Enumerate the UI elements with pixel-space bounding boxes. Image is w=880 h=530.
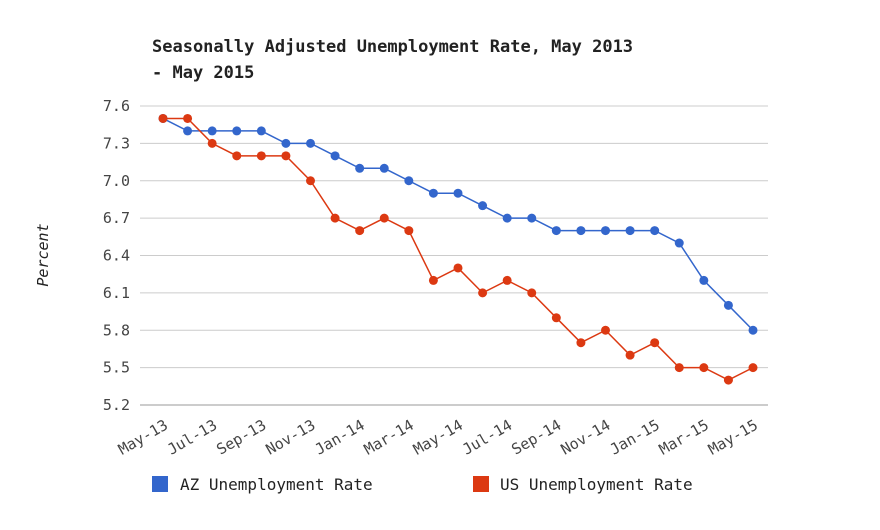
data-point-az bbox=[256, 126, 266, 136]
data-point-us bbox=[478, 288, 488, 298]
x-tick-label: May-14 bbox=[410, 416, 466, 459]
y-tick-label: 7.3 bbox=[103, 134, 130, 152]
x-tick-label: May-15 bbox=[705, 416, 761, 459]
data-point-az bbox=[699, 275, 709, 285]
data-point-az bbox=[551, 226, 561, 236]
data-point-az bbox=[207, 126, 217, 136]
data-point-az bbox=[601, 226, 610, 236]
x-tick-label: Mar-15 bbox=[656, 416, 712, 459]
data-point-az bbox=[478, 201, 488, 211]
data-point-us bbox=[748, 363, 758, 373]
data-point-us bbox=[650, 338, 660, 348]
data-point-az bbox=[330, 151, 340, 161]
x-tick-label: Jul-13 bbox=[164, 416, 220, 459]
legend-swatch-az bbox=[152, 476, 168, 492]
data-point-us bbox=[207, 138, 217, 148]
y-tick-label: 5.5 bbox=[103, 359, 130, 377]
legend-label-az: AZ Unemployment Rate bbox=[180, 475, 373, 494]
data-point-az bbox=[502, 213, 512, 223]
data-point-us bbox=[699, 363, 709, 373]
data-point-us bbox=[330, 213, 340, 223]
y-tick-label: 7.6 bbox=[103, 97, 130, 115]
data-point-az bbox=[674, 238, 684, 248]
x-tick-labels: May-13Jul-13Sep-13Nov-13Jan-14Mar-14May-… bbox=[115, 416, 761, 459]
data-point-az bbox=[183, 126, 193, 136]
series-line-us bbox=[163, 117, 754, 381]
data-point-az bbox=[650, 226, 660, 236]
data-point-az bbox=[453, 188, 463, 198]
gridlines bbox=[140, 105, 768, 406]
data-point-us bbox=[232, 151, 242, 161]
data-point-us bbox=[256, 151, 266, 161]
data-point-us bbox=[723, 375, 733, 385]
x-tick-label: May-13 bbox=[115, 416, 171, 459]
data-point-az bbox=[428, 188, 438, 198]
data-point-az bbox=[379, 163, 389, 173]
x-tick-label: Nov-13 bbox=[263, 416, 319, 459]
data-point-us bbox=[428, 275, 438, 285]
x-tick-label: Nov-14 bbox=[558, 416, 614, 459]
y-tick-labels: 7.6 7.3 7.0 6.7 6.4 6.1 5.8 5.5 5.2 bbox=[103, 97, 130, 414]
legend-swatch-us bbox=[473, 476, 489, 492]
x-tick-label: Jul-14 bbox=[459, 416, 515, 459]
data-point-az bbox=[355, 163, 365, 173]
data-point-us bbox=[158, 113, 168, 123]
data-point-us bbox=[404, 226, 414, 236]
y-tick-label: 6.7 bbox=[103, 209, 130, 227]
data-point-az bbox=[306, 138, 315, 148]
x-tick-label: Jan-14 bbox=[312, 416, 368, 459]
data-point-us bbox=[379, 213, 389, 223]
y-tick-label: 6.4 bbox=[103, 247, 130, 265]
data-point-az bbox=[576, 226, 586, 236]
data-point-az bbox=[625, 226, 635, 236]
chart-title-line1: Seasonally Adjusted Unemployment Rate, M… bbox=[152, 37, 633, 57]
y-tick-label: 5.2 bbox=[103, 396, 130, 414]
data-point-az bbox=[281, 138, 291, 148]
data-point-us bbox=[306, 176, 315, 186]
data-point-us bbox=[576, 338, 586, 348]
chart-title-line2: - May 2015 bbox=[152, 63, 254, 83]
y-tick-label: 5.8 bbox=[103, 321, 130, 339]
data-point-us bbox=[625, 350, 635, 360]
series-lines bbox=[158, 113, 758, 385]
y-axis-label: Percent bbox=[34, 223, 52, 286]
data-point-az bbox=[232, 126, 242, 136]
data-point-az bbox=[723, 300, 733, 310]
y-tick-label: 7.0 bbox=[103, 172, 130, 190]
data-point-us bbox=[183, 113, 193, 123]
data-point-us bbox=[502, 275, 512, 285]
data-point-az bbox=[527, 213, 537, 223]
data-point-us bbox=[674, 363, 684, 373]
data-point-us bbox=[527, 288, 537, 298]
data-point-us bbox=[551, 313, 561, 323]
data-point-us bbox=[355, 226, 365, 236]
data-point-az bbox=[748, 325, 758, 335]
data-point-us bbox=[281, 151, 291, 161]
data-point-az bbox=[404, 176, 414, 186]
series-line-az bbox=[162, 117, 754, 331]
data-point-us bbox=[601, 325, 610, 335]
legend: AZ Unemployment Rate US Unemployment Rat… bbox=[152, 475, 693, 494]
data-point-us bbox=[453, 263, 463, 273]
x-tick-label: Jan-15 bbox=[607, 416, 663, 459]
x-tick-label: Sep-13 bbox=[213, 416, 269, 459]
y-tick-label: 6.1 bbox=[103, 284, 130, 302]
legend-label-us: US Unemployment Rate bbox=[500, 475, 693, 494]
x-tick-label: Mar-14 bbox=[361, 416, 417, 459]
x-tick-label: Sep-14 bbox=[508, 416, 564, 459]
